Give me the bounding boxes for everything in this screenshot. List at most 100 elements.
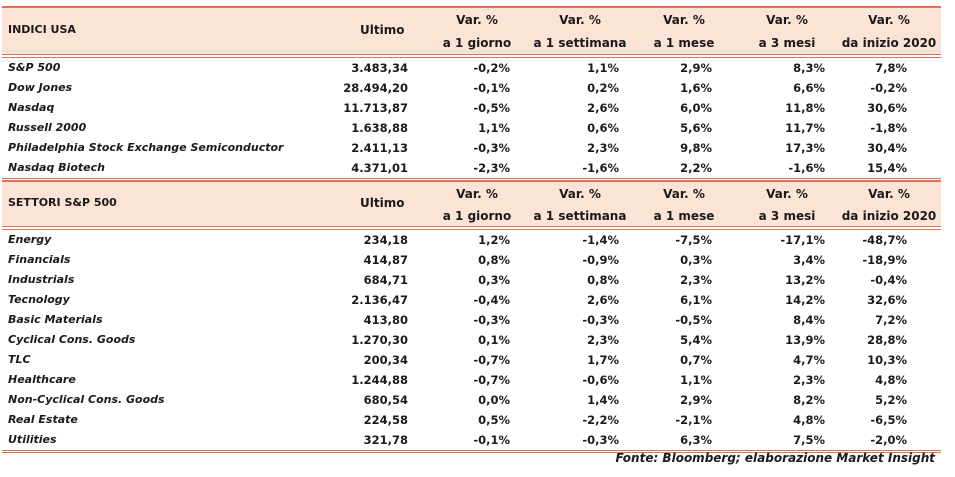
var-3-months-value: 4,8%: [793, 413, 825, 427]
var-1-day-value: 1,2%: [478, 233, 510, 247]
var-3-months-value: 8,3%: [793, 61, 825, 75]
var-1-month-header: Var. % a 1 mese: [624, 182, 744, 226]
row-label: Non-Cyclical Cons. Goods: [8, 393, 165, 406]
table-row: Financials 414,87 0,8% -0,9% 0,3% 3,4% -18,9%: [2, 250, 941, 270]
var-1-week-value: -0,9%: [582, 253, 619, 267]
var-1-month-value: 2,9%: [680, 393, 712, 407]
ultimo-value: 234,18: [363, 233, 408, 247]
var-ytd-value: 32,6%: [867, 293, 907, 307]
header-line-1: Var. %: [663, 187, 705, 201]
ultimo-value: 4.371,01: [351, 161, 408, 175]
var-1-month-value: 9,8%: [680, 141, 712, 155]
var-3-months-value: 11,7%: [785, 121, 825, 135]
var-1-week-value: 0,6%: [587, 121, 619, 135]
header-line-2: a 1 settimana: [533, 36, 627, 50]
var-1-month-value: 2,3%: [680, 273, 712, 287]
var-1-day-value: -0,4%: [473, 293, 510, 307]
table-row: Cyclical Cons. Goods 1.270,30 0,1% 2,3% 5,4%…: [2, 330, 941, 350]
var-1-day-value: -0,3%: [473, 313, 510, 327]
var-3-months-value: 2,3%: [793, 373, 825, 387]
table-row: Utilities 321,78 -0,1% -0,3% 6,3% 7,5% -2,0%: [2, 430, 941, 450]
var-3-months-value: 13,9%: [785, 333, 825, 347]
var-1-week-value: 2,3%: [587, 141, 619, 155]
var-ytd-value: -6,5%: [870, 413, 907, 427]
var-ytd-value: 30,4%: [867, 141, 907, 155]
var-1-day-value: 0,3%: [478, 273, 510, 287]
header-divider: [2, 226, 941, 230]
ultimo-value: 200,34: [363, 353, 408, 367]
ultimo-value: 1.638,88: [351, 121, 408, 135]
table-row: Nasdaq Biotech 4.371,01 -2,3% -1,6% 2,2% -1,6…: [2, 158, 941, 178]
ultimo-value: 2.136,47: [351, 293, 408, 307]
var-1-week-value: 1,4%: [587, 393, 619, 407]
var-1-day-value: -0,7%: [473, 353, 510, 367]
var-1-week-value: -1,6%: [582, 161, 619, 175]
var-1-day-value: -2,3%: [473, 161, 510, 175]
var-1-month-value: 2,2%: [680, 161, 712, 175]
ultimo-column-header: Ultimo: [360, 196, 405, 210]
var-1-week-value: 0,2%: [587, 81, 619, 95]
ultimo-value: 680,54: [363, 393, 408, 407]
row-label: S&P 500: [8, 61, 61, 74]
row-label: Nasdaq Biotech: [8, 161, 105, 174]
header-line-1: Var. %: [663, 13, 705, 27]
row-label: Cyclical Cons. Goods: [8, 333, 136, 346]
row-label: Philadelphia Stock Exchange Semiconducto…: [8, 141, 284, 154]
row-label: Dow Jones: [8, 81, 73, 94]
var-ytd-header: Var. % da inizio 2020: [829, 8, 949, 54]
sector-rows: Energy 234,18 1,2% -1,4% -7,5% -17,1% -48,7% Fi…: [2, 230, 941, 450]
var-1-week-value: 2,6%: [587, 293, 619, 307]
ultimo-value: 3.483,34: [351, 61, 408, 75]
header-line-1: Var. %: [559, 187, 601, 201]
var-3-months-value: 8,4%: [793, 313, 825, 327]
var-1-month-value: 0,7%: [680, 353, 712, 367]
var-1-month-header: Var. % a 1 mese: [624, 8, 744, 54]
var-3-months-value: -17,1%: [780, 233, 825, 247]
header-line-1: Var. %: [766, 187, 808, 201]
header-line-2: da inizio 2020: [841, 36, 937, 50]
header-line-2: a 1 giorno: [442, 36, 512, 50]
var-1-month-value: 5,6%: [680, 121, 712, 135]
header-line-2: a 3 mesi: [758, 36, 816, 50]
usa-table-title: INDICI USA: [8, 23, 76, 36]
var-1-day-value: 0,8%: [478, 253, 510, 267]
row-label: Energy: [8, 233, 52, 246]
row-label: Financials: [8, 253, 71, 266]
var-1-month-value: 6,0%: [680, 101, 712, 115]
header-line-2: a 3 mesi: [758, 209, 816, 223]
var-ytd-value: 7,2%: [875, 313, 907, 327]
var-1-week-header: Var. % a 1 settimana: [520, 182, 640, 226]
ultimo-value: 224,58: [363, 413, 408, 427]
var-1-week-value: -0,6%: [582, 373, 619, 387]
var-ytd-value: 5,2%: [875, 393, 907, 407]
var-ytd-value: 30,6%: [867, 101, 907, 115]
row-label: Real Estate: [8, 413, 78, 426]
sectors-table-header: SETTORI S&P 500 Ultimo Var. % a 1 giorno V…: [2, 180, 941, 226]
var-3-months-value: 13,2%: [785, 273, 825, 287]
header-line-2: a 1 settimana: [533, 209, 627, 223]
usa-table-header: INDICI USA Ultimo Var. % a 1 giorno Var. %…: [2, 6, 941, 54]
ultimo-value: 28.494,20: [343, 81, 408, 95]
var-3-months-value: 7,5%: [793, 433, 825, 447]
var-1-month-value: -2,1%: [675, 413, 712, 427]
var-3-months-header: Var. % a 3 mesi: [727, 8, 847, 54]
var-3-months-value: 8,2%: [793, 393, 825, 407]
ultimo-value: 1.244,88: [351, 373, 408, 387]
var-3-months-value: 14,2%: [785, 293, 825, 307]
ultimo-value: 2.411,13: [351, 141, 408, 155]
ultimo-value: 684,71: [363, 273, 408, 287]
var-1-week-header: Var. % a 1 settimana: [520, 8, 640, 54]
var-1-week-value: 2,3%: [587, 333, 619, 347]
header-line-1: Var. %: [868, 13, 910, 27]
var-1-week-value: 2,6%: [587, 101, 619, 115]
table-row: Nasdaq 11.713,87 -0,5% 2,6% 6,0% 11,8% 30,6%: [2, 98, 941, 118]
var-ytd-value: -18,9%: [862, 253, 907, 267]
row-label: Healthcare: [8, 373, 76, 386]
table-row: Healthcare 1.244,88 -0,7% -0,6% 1,1% 2,3% 4,8%: [2, 370, 941, 390]
row-label: Tecnology: [8, 293, 70, 306]
row-label: Russell 2000: [8, 121, 87, 134]
var-3-months-value: 6,6%: [793, 81, 825, 95]
var-1-month-value: 5,4%: [680, 333, 712, 347]
header-line-1: Var. %: [456, 13, 498, 27]
var-1-week-value: -1,4%: [582, 233, 619, 247]
